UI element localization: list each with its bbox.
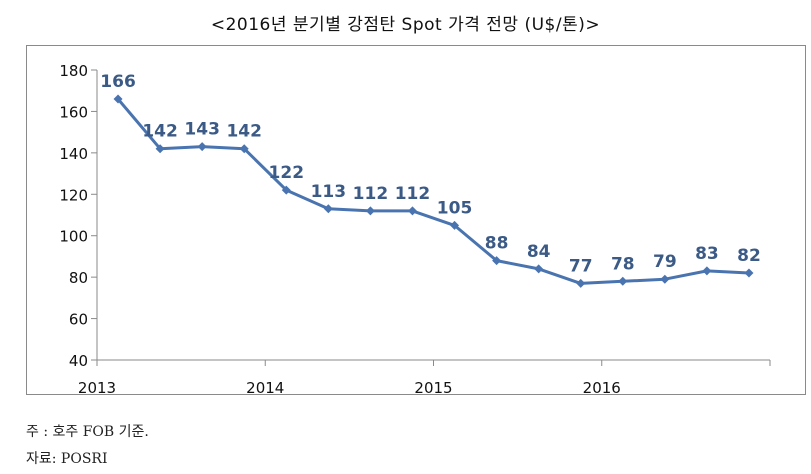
y-tick-label: 80: [69, 269, 88, 287]
x-tick-label: 2013: [78, 379, 116, 397]
data-label: 105: [437, 198, 473, 218]
data-point: [323, 204, 333, 214]
data-point: [660, 274, 670, 284]
y-tick-label: 180: [59, 62, 88, 80]
data-point: [534, 264, 544, 274]
data-point: [239, 144, 249, 154]
y-tick-label: 120: [59, 186, 88, 204]
data-point: [197, 142, 207, 152]
data-label: 112: [353, 184, 389, 204]
x-tick-label: 2016: [583, 379, 621, 397]
y-tick-label: 100: [59, 228, 88, 246]
y-tick-label: 60: [69, 311, 88, 329]
y-tick-label: 40: [69, 352, 88, 370]
data-label: 78: [611, 254, 635, 274]
plot-frame: [26, 45, 806, 395]
data-label: 142: [142, 122, 178, 142]
data-point: [365, 206, 375, 216]
data-point: [744, 268, 754, 278]
data-point: [492, 256, 502, 266]
y-tick-label: 140: [59, 145, 88, 163]
data-label: 166: [100, 72, 136, 92]
data-label: 112: [395, 184, 431, 204]
data-label: 83: [695, 244, 719, 264]
data-labels: 166 142 143 142 122 113 112 112 105 88 84 77 78 79 83 8…: [100, 72, 761, 276]
data-point: [450, 220, 460, 230]
footnote: 주 : 호주 FOB 기준.: [26, 424, 149, 440]
data-point: [702, 266, 712, 276]
axes: [96, 70, 770, 361]
data-point: [576, 278, 586, 288]
data-label: 143: [184, 120, 220, 140]
data-point: [407, 206, 417, 216]
data-label: 79: [653, 252, 677, 272]
x-tick-label: 2015: [414, 379, 452, 397]
data-label: 88: [485, 234, 509, 254]
data-label: 122: [269, 163, 305, 183]
series-line: [116, 98, 750, 285]
data-label: 82: [737, 246, 761, 266]
data-label: 77: [569, 256, 593, 276]
data-point: [113, 94, 123, 104]
x-axis-ticks: 2013 2014 2015 2016: [78, 360, 771, 397]
source-note: 자료: POSRI: [26, 451, 108, 467]
y-tick-label: 160: [59, 103, 88, 121]
data-label: 113: [311, 182, 347, 202]
data-point: [155, 144, 165, 154]
series: [113, 94, 754, 288]
chart-title: <2016년 분기별 강점탄 Spot 가격 전망 (U$/톤)>: [210, 15, 601, 35]
y-axis-ticks: 40 60 80 100 120 140 160 180: [59, 62, 97, 370]
data-label: 84: [527, 242, 551, 262]
data-label: 142: [226, 122, 262, 142]
x-tick-label: 2014: [246, 379, 284, 397]
data-point: [281, 185, 291, 195]
data-point: [618, 276, 628, 286]
